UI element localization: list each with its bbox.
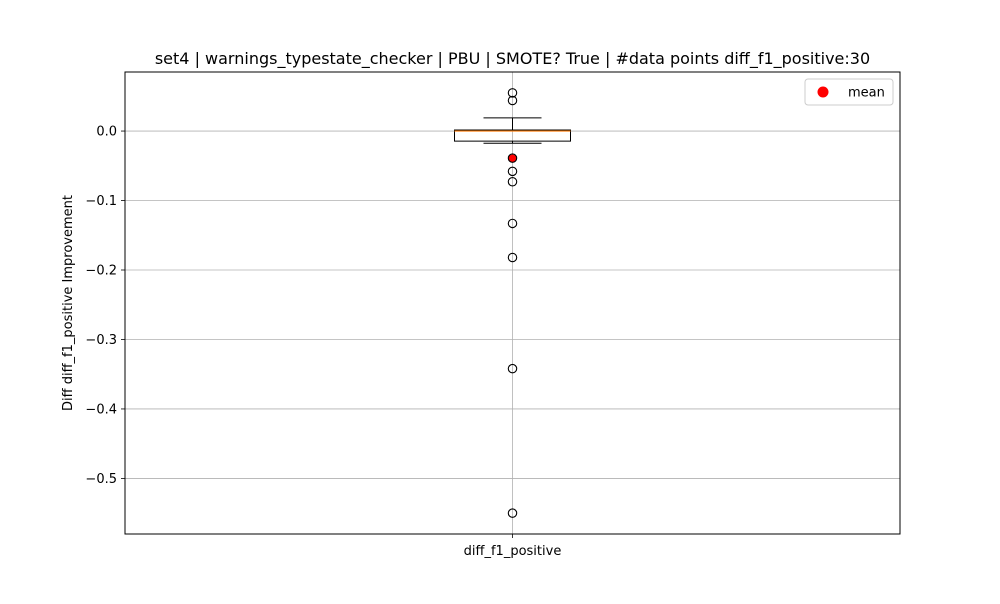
legend-box bbox=[804, 78, 894, 106]
grid-lines bbox=[125, 72, 900, 534]
y-tick-label: −0.2 bbox=[85, 264, 117, 279]
legend-label: mean bbox=[848, 86, 885, 101]
chart-title: set4 | warnings_typestate_checker | PBU … bbox=[155, 49, 870, 69]
outlier-point bbox=[507, 218, 518, 229]
data-points bbox=[507, 88, 518, 518]
x-tick-label: diff_f1_positive bbox=[464, 544, 562, 559]
outlier-point bbox=[507, 88, 518, 98]
y-tick-label: 0.0 bbox=[96, 125, 117, 140]
mean-point bbox=[508, 154, 517, 163]
legend-marker-mean bbox=[817, 86, 829, 98]
axes: 0.0 −0.1 −0.2 −0.3 −0.4 −0.5 diff_f1_positive bbox=[85, 125, 561, 559]
legend: mean bbox=[804, 78, 894, 106]
iqr-box bbox=[454, 129, 571, 142]
outlier-point bbox=[507, 95, 518, 106]
outlier-point bbox=[507, 252, 518, 263]
outlier-point bbox=[507, 153, 518, 163]
y-tick-label: −0.4 bbox=[85, 402, 117, 417]
outlier-point bbox=[507, 363, 518, 374]
y-tick-label: −0.5 bbox=[85, 472, 117, 487]
outlier-point bbox=[507, 508, 518, 518]
y-tick-label: −0.1 bbox=[85, 194, 117, 209]
outlier-point bbox=[507, 177, 518, 187]
box-group bbox=[454, 117, 571, 144]
outlier-point bbox=[507, 166, 518, 177]
y-tick-label: −0.3 bbox=[85, 333, 117, 348]
plot-frame bbox=[124, 71, 901, 535]
y-axis-label: Diff diff_f1_positive Improvement bbox=[61, 195, 76, 411]
